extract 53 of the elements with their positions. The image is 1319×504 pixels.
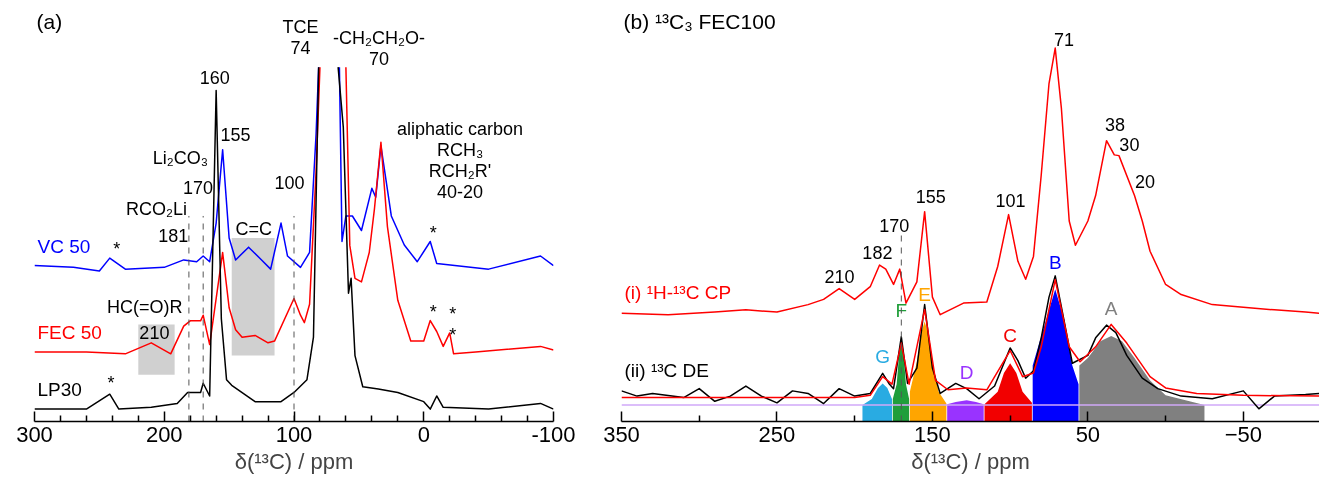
x-axis-title: δ(¹³C) / ppm	[234, 448, 354, 474]
annotation: 38	[1104, 114, 1125, 135]
series-label: E	[918, 283, 931, 305]
annotation: 100	[274, 173, 305, 194]
chart-title: (a)	[36, 9, 63, 33]
series-label: B	[1048, 251, 1062, 273]
annotation: 101	[995, 190, 1026, 211]
annotation: 182	[862, 243, 893, 264]
annotation: 30	[1119, 135, 1140, 156]
x-tick-label: 150	[914, 421, 951, 447]
text: TCE 74	[282, 16, 319, 58]
annotation: 160	[199, 67, 230, 88]
annotation: *	[429, 302, 437, 323]
annotation: HC(=O)R	[107, 297, 183, 318]
series-label: F	[895, 300, 908, 322]
x-tick-label: 200	[145, 421, 183, 447]
x-tick-label: −50	[1224, 421, 1262, 447]
x-tick-label: 300	[16, 421, 53, 447]
annotation: *	[107, 373, 115, 394]
series-label: A	[1104, 298, 1118, 320]
series-label: D	[959, 362, 974, 384]
series-label: (i) ¹H-¹³C CP	[624, 282, 732, 304]
chart-title: (b) ¹³C₃ FEC100	[623, 9, 776, 33]
x-tick-label: -100	[531, 421, 576, 447]
annotation: * *	[449, 303, 457, 345]
annotation: 20	[1134, 172, 1155, 193]
x-tick-label: 50	[1075, 421, 1101, 447]
x-tick-label: 350	[603, 421, 640, 447]
series-label: LP30	[37, 379, 82, 401]
series-label: FEC 50	[37, 322, 102, 344]
series-label: VC 50	[37, 235, 91, 257]
annotation: 170	[879, 216, 910, 237]
annotation: RCO₂Li	[125, 198, 187, 219]
x-tick-label: 0	[417, 421, 430, 447]
annotation: 210	[139, 323, 170, 344]
series-label: G	[875, 345, 891, 367]
annotation: *	[429, 223, 437, 244]
annotation: 210	[824, 267, 855, 288]
x-tick-label: 250	[758, 421, 796, 447]
series-label: C	[1003, 325, 1018, 347]
annotation: 170	[182, 178, 214, 199]
x-tick-label: 100	[275, 421, 313, 447]
annotation: 155	[915, 186, 946, 207]
annotation: 71	[1053, 29, 1074, 50]
annotation: 181	[158, 225, 189, 246]
annotation: aliphatic carbon RCH₃ RCH₂R' 40-20	[397, 119, 524, 203]
annotation: *	[113, 238, 121, 259]
annotation: C=C	[235, 218, 273, 239]
annotation: Li₂CO₃	[152, 147, 209, 168]
annotation: -CH₂CH₂O- 70	[333, 27, 425, 69]
annotation: 155	[220, 124, 251, 145]
series-label: (ii) ¹³C DE	[624, 359, 709, 381]
x-axis-title: δ(¹³C) / ppm	[911, 448, 1030, 474]
